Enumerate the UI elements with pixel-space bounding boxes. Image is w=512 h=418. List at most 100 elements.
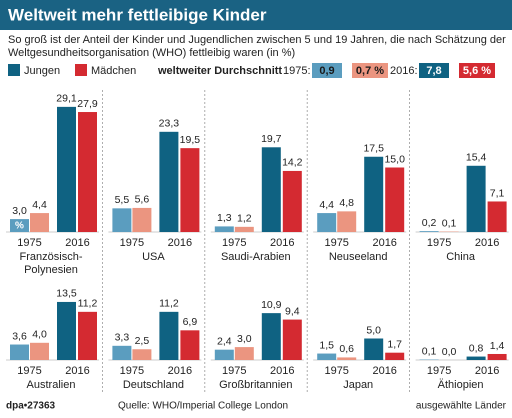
value-label: 9,4 xyxy=(285,305,300,317)
bar xyxy=(180,148,200,232)
bar xyxy=(385,167,405,232)
country-label: USA xyxy=(142,251,165,263)
bar xyxy=(487,353,507,360)
subtitle: Weltgesundheitsorganisation (WHO) fettle… xyxy=(8,47,295,59)
value-label: 11,2 xyxy=(159,298,179,310)
x-tick-label: 1975 xyxy=(324,365,348,377)
average-box xyxy=(419,63,449,78)
bar-unit: % xyxy=(15,221,24,232)
value-label: 3,6 xyxy=(12,330,27,342)
average-value: 7,8 xyxy=(426,65,441,77)
bar xyxy=(112,345,132,360)
average-period: 1975: xyxy=(283,65,311,77)
value-label: 2,5 xyxy=(135,335,150,347)
bar xyxy=(180,330,200,360)
value-label: 3,3 xyxy=(115,332,130,344)
subtitle: So groß ist der Anteil der Kinder und Ju… xyxy=(8,34,506,46)
value-label: 5,5 xyxy=(115,194,130,206)
bar xyxy=(234,347,254,360)
value-label: 0,8 xyxy=(469,342,484,354)
bar xyxy=(385,352,405,360)
country-label: Japan xyxy=(343,379,373,391)
footer-note: ausgewählte Länder xyxy=(416,401,507,412)
value-label: 13,5 xyxy=(56,288,77,300)
bar xyxy=(466,356,486,360)
average-box xyxy=(312,63,342,78)
x-tick-label: 2016 xyxy=(270,365,294,377)
x-tick-label: 1975 xyxy=(427,365,451,377)
legend-swatch xyxy=(8,64,20,76)
bar xyxy=(57,301,76,360)
bar xyxy=(234,226,254,232)
bar xyxy=(132,207,152,232)
bar xyxy=(214,349,234,360)
bar xyxy=(261,313,281,360)
bar xyxy=(282,319,302,360)
value-label: 4,8 xyxy=(339,197,354,209)
bar xyxy=(364,338,384,360)
average-value: 0,9 xyxy=(319,65,334,77)
x-tick-label: 2016 xyxy=(270,237,294,249)
bar xyxy=(78,311,97,360)
bar xyxy=(261,147,281,232)
x-tick-label: 1975 xyxy=(222,237,246,249)
value-label: 1,5 xyxy=(319,339,334,351)
average-value: 5,6 % xyxy=(463,65,491,77)
bar xyxy=(317,353,337,360)
bar xyxy=(132,349,152,360)
bar xyxy=(30,213,49,232)
x-tick-label: 1975 xyxy=(17,365,41,377)
value-label: 4,4 xyxy=(32,199,47,211)
bar xyxy=(337,357,357,360)
bar xyxy=(57,106,76,232)
value-label: 11,2 xyxy=(78,298,98,310)
value-label: 2,4 xyxy=(217,335,232,347)
value-label: 5,6 xyxy=(135,194,150,206)
country-label: Australien xyxy=(27,379,76,391)
legend-swatch xyxy=(75,64,87,76)
x-tick-label: 1975 xyxy=(222,365,246,377)
x-tick-label: 2016 xyxy=(475,365,499,377)
country-label: Äthiopien xyxy=(438,379,484,391)
country-label: Neuseeland xyxy=(329,251,388,263)
bar xyxy=(282,170,302,232)
country-label: Deutschland xyxy=(123,379,184,391)
average-box xyxy=(459,63,495,78)
value-label: 0,6 xyxy=(339,343,354,355)
bar xyxy=(214,226,234,232)
legend-label: Jungen xyxy=(24,65,60,77)
country-label: Polynesien xyxy=(24,264,78,276)
legend-label: Mädchen xyxy=(91,65,136,77)
x-tick-label: 1975 xyxy=(427,237,451,249)
value-label: 19,7 xyxy=(261,133,282,145)
bar xyxy=(419,231,439,232)
value-label: 23,3 xyxy=(159,118,180,130)
x-tick-label: 1975 xyxy=(120,365,144,377)
title-bar xyxy=(0,0,512,30)
bar xyxy=(317,213,337,232)
bar xyxy=(112,208,132,232)
x-tick-label: 2016 xyxy=(372,365,396,377)
x-tick-label: 2016 xyxy=(65,237,89,249)
value-label: 1,4 xyxy=(490,340,505,352)
bar xyxy=(10,219,29,232)
value-label: 1,3 xyxy=(217,212,232,224)
value-label: 0,1 xyxy=(442,217,457,229)
bar xyxy=(10,344,29,360)
x-tick-label: 2016 xyxy=(65,365,89,377)
value-label: 3,0 xyxy=(237,333,252,345)
country-label: Saudi-Arabien xyxy=(221,251,291,263)
footer-source: Quelle: WHO/Imperial College London xyxy=(118,401,288,412)
x-tick-label: 2016 xyxy=(475,237,499,249)
value-label: 14,2 xyxy=(282,157,303,169)
bar xyxy=(364,156,384,232)
value-label: 3,0 xyxy=(12,205,27,217)
x-tick-label: 2016 xyxy=(168,365,192,377)
value-label: 0,0 xyxy=(442,346,457,358)
bar xyxy=(487,201,507,232)
value-label: 7,1 xyxy=(490,187,505,199)
value-label: 15,0 xyxy=(384,153,405,165)
chart-title: Weltweit mehr fettleibige Kinder xyxy=(8,5,267,24)
value-label: 0,1 xyxy=(422,345,437,357)
